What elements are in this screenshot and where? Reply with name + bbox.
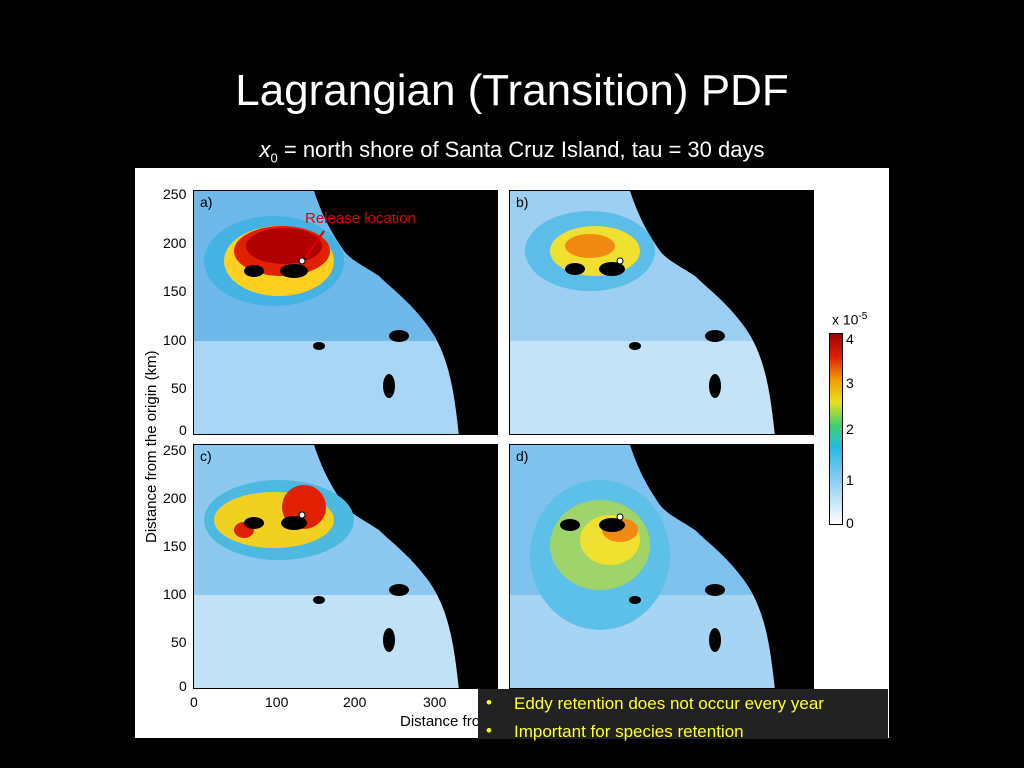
panel-1996: a) 1996 (193, 190, 498, 435)
y-tick: 0 (179, 678, 187, 694)
colorbar-tick: 1 (846, 472, 854, 488)
colorbar-tick: 2 (846, 421, 854, 437)
panel-label: a) (200, 194, 213, 210)
slide-subtitle: x0 = north shore of Santa Cruz Island, t… (0, 137, 1024, 165)
y-tick: 100 (163, 586, 187, 602)
bullet-dot: • (486, 693, 492, 712)
colorbar-exponent-power: -5 (858, 311, 868, 322)
panel-year: 1998 (457, 448, 489, 464)
subtitle-variable: x (259, 137, 271, 162)
panel-1998: c) 1998 (193, 444, 498, 689)
y-tick: 200 (163, 235, 187, 251)
panel-year: 1997 (773, 194, 805, 210)
panel-label: c) (200, 448, 212, 464)
colorbar-tick: 0 (846, 515, 854, 531)
subtitle-text: north shore of Santa Cruz Island, tau = … (302, 137, 765, 162)
y-axis-label: Distance from the origin (km) (143, 350, 160, 543)
subtitle-equals: = (277, 137, 303, 162)
y-tick: 250 (163, 442, 187, 458)
colorbar-tick: 3 (846, 375, 854, 391)
y-tick: 200 (163, 490, 187, 506)
panel-year: 1999 (773, 448, 805, 464)
x-tick: 200 (343, 694, 367, 710)
bullet-dot: • (486, 721, 492, 740)
y-tick: 50 (171, 380, 187, 396)
x-tick: 0 (190, 694, 198, 710)
colorbar-exponent-base: x 10 (832, 311, 859, 328)
panel-1999: d) 1999 (509, 444, 814, 689)
panel-map (194, 445, 497, 688)
colorbar (829, 333, 843, 525)
bullet-text: Eddy retention does not occur every year (514, 694, 824, 713)
slide-title: Lagrangian (Transition) PDF (235, 66, 789, 115)
y-tick: 100 (163, 332, 187, 348)
subtitle-subscript: 0 (270, 150, 278, 166)
pdf-figure: a) 1996 b) 1997 (135, 168, 889, 738)
panel-map (510, 445, 813, 688)
panel-label: d) (516, 448, 529, 464)
bullet-box: • Eddy retention does not occur every ye… (478, 689, 888, 741)
panel-label: b) (516, 194, 529, 210)
panel-map (510, 191, 813, 434)
y-tick: 0 (179, 422, 187, 438)
release-location-label: Release location (305, 210, 416, 227)
bullet-text: Important for species retention (514, 722, 744, 741)
x-tick: 300 (423, 694, 447, 710)
y-tick: 150 (163, 283, 187, 299)
y-tick: 250 (163, 186, 187, 202)
colorbar-tick: 4 (846, 331, 854, 347)
panel-map (194, 191, 497, 434)
x-tick: 100 (265, 694, 289, 710)
colorbar-exponent: x 10-5 (832, 311, 867, 328)
panel-1997: b) 1997 (509, 190, 814, 435)
panel-year: 1996 (457, 194, 489, 210)
y-tick: 150 (163, 538, 187, 554)
y-tick: 50 (171, 634, 187, 650)
